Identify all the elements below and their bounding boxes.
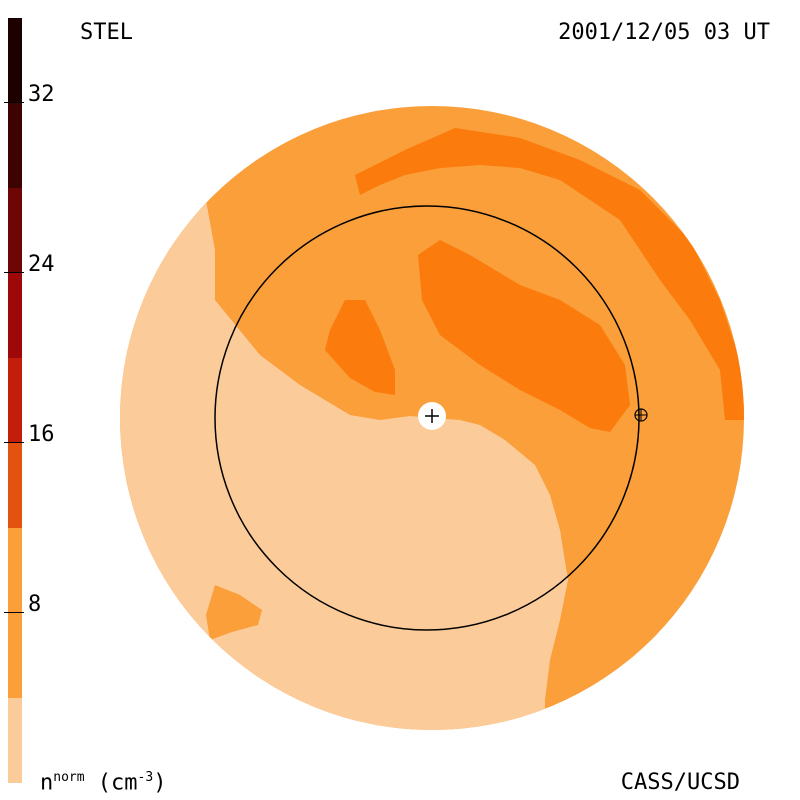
color-bar-segment <box>8 273 22 358</box>
unit-exponent: -3 <box>137 769 154 785</box>
low-density-region <box>120 120 568 730</box>
color-bar-segment <box>8 103 22 188</box>
mid-density-band <box>325 300 395 395</box>
color-bar-segment <box>8 358 22 443</box>
colorbar-unit-label: nnorm (cm-3) <box>40 767 166 794</box>
color-bar-segment <box>8 698 22 783</box>
colorbar-tick-label: 24 <box>28 252 55 277</box>
unit-rest: (cm <box>84 770 138 795</box>
credit-label: CASS/UCSD <box>620 770 740 795</box>
timestamp-label: 2001/12/05 03 UT <box>558 20 770 45</box>
colorbar-tick <box>4 442 24 443</box>
unit-close: ) <box>153 770 167 795</box>
mid-density-band <box>728 360 744 418</box>
colorbar-tick <box>4 102 24 103</box>
color-bar-segment <box>8 188 22 273</box>
station-label: STEL <box>80 20 133 45</box>
colorbar-tick-label: 16 <box>28 422 55 447</box>
colorbar-tick-label: 32 <box>28 82 55 107</box>
unit-superscript: norm <box>53 769 85 785</box>
color-bar-segment <box>8 528 22 698</box>
earth-orbit <box>214 205 640 631</box>
color-bar-segment <box>8 18 22 103</box>
colorbar-tick-label: 8 <box>28 592 42 617</box>
mid-density-band <box>418 240 630 432</box>
mid-density-band <box>355 128 744 420</box>
color-bar <box>8 18 22 783</box>
unit-base: n <box>40 770 54 795</box>
small-patch <box>206 585 262 640</box>
color-bar-segment <box>8 443 22 528</box>
colorbar-tick <box>4 272 24 273</box>
colorbar-tick <box>4 612 24 613</box>
